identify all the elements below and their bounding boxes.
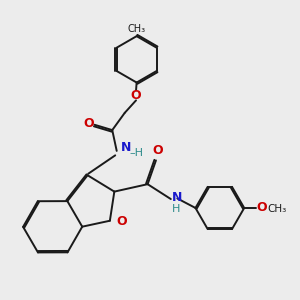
Text: N: N [171,191,182,204]
Text: O: O [131,88,141,101]
Text: CH₃: CH₃ [128,24,146,34]
Text: O: O [152,144,163,157]
Text: –H: –H [129,148,143,158]
Text: H: H [172,204,180,214]
Text: O: O [257,201,267,214]
Text: O: O [116,215,127,228]
Text: CH₃: CH₃ [267,204,286,214]
Text: O: O [84,117,94,130]
Text: N: N [121,141,131,154]
